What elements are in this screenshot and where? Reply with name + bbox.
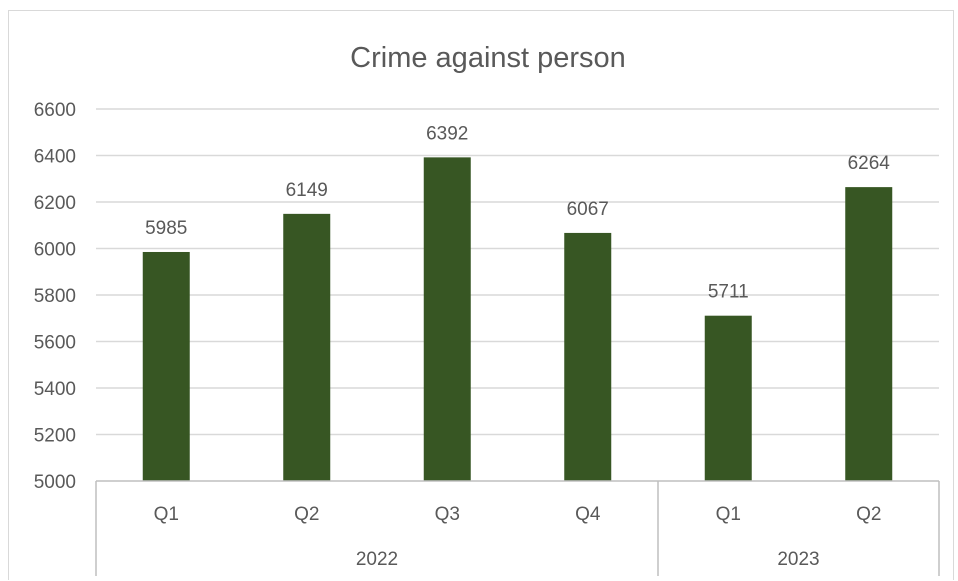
bar [704, 315, 752, 481]
group-label: 2022 [356, 549, 398, 570]
data-label: 6067 [567, 199, 609, 220]
bar [423, 157, 471, 482]
bar-layer [142, 157, 893, 482]
bar [142, 251, 190, 481]
y-tick-label: 5200 [34, 426, 76, 447]
data-label: 6264 [848, 153, 891, 174]
label-layer: 5985 6149 6392 6067 5711 6264 [145, 123, 890, 302]
x-tick-label: Q2 [856, 504, 881, 525]
axis-layer: 5000 5200 5400 5600 5800 6000 6200 6400 6600 Q1 Q2… [34, 100, 940, 576]
x-tick-label: Q3 [435, 504, 460, 525]
chart-title: Crime against person [350, 42, 626, 74]
group-label: 2023 [777, 549, 819, 570]
x-tick-label: Q4 [575, 504, 601, 525]
x-tick-label: Q2 [294, 504, 319, 525]
bar [564, 232, 612, 481]
data-label: 5711 [708, 282, 749, 303]
y-tick-label: 5400 [34, 379, 76, 400]
y-tick-label: 5800 [34, 286, 76, 307]
y-tick-label: 6600 [34, 100, 76, 121]
y-tick-label: 6200 [34, 193, 76, 214]
bar [283, 213, 331, 482]
grid-layer [96, 108, 939, 436]
y-tick-label: 5600 [34, 333, 76, 354]
x-tick-label: Q1 [716, 504, 741, 525]
data-label: 5985 [145, 218, 187, 239]
y-tick-label: 6000 [34, 240, 76, 261]
data-label: 6392 [426, 123, 468, 144]
y-tick-label: 5000 [34, 472, 76, 493]
bar [845, 187, 893, 481]
x-tick-label: Q1 [154, 504, 179, 525]
data-label: 6149 [286, 180, 328, 201]
y-tick-label: 6400 [34, 147, 76, 168]
